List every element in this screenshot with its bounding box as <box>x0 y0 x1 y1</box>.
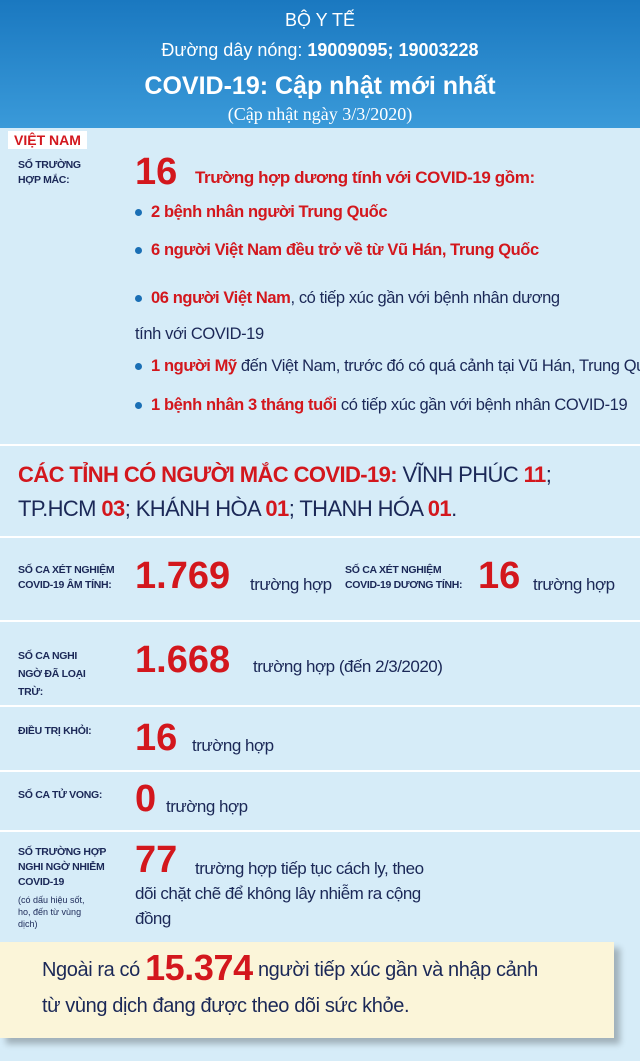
province-text: . <box>451 496 457 521</box>
province-text: ; KHÁNH HÒA <box>124 496 266 521</box>
item-text: 1 người Mỹ <box>151 357 237 375</box>
hotline-numbers: 19009095; 19003228 <box>307 40 479 60</box>
stat-number: 16 <box>478 555 521 597</box>
separator <box>0 536 640 538</box>
stat-label: SỐ CA NGHI NGỜ ĐÃ LOẠI TRỪ: <box>18 650 86 698</box>
item-text: có tiếp xúc gần với bệnh nhân COVID-19 <box>336 396 628 414</box>
item-text: 2 bệnh nhân người Trung Quốc <box>151 203 388 221</box>
stat-note: (có dấu hiệu sốt, ho, đến từ vùng dịch) <box>18 895 85 929</box>
stat-number: 77 <box>135 839 178 881</box>
separator <box>0 770 640 772</box>
footer-prefix: Ngoài ra có <box>42 959 140 981</box>
separator <box>0 620 640 622</box>
bullet <box>135 295 142 303</box>
item-text: đến Việt Nam, trước đó có quá cảnh tại V… <box>236 357 640 375</box>
provinces: CÁC TỈNH CÓ NGƯỜI MẮC COVID-19: VĨNH PHÚ… <box>18 458 618 526</box>
province-text: 01 <box>427 496 452 521</box>
stat-label: SỐ CA XÉT NGHIỆM COVID-19 ÂM TÍNH: <box>18 564 115 591</box>
province-text: ; TP.HCM <box>18 462 557 521</box>
item-text: 06 người Việt Nam <box>151 289 291 307</box>
stat-label: ĐIỀU TRỊ KHỎI: <box>18 725 92 737</box>
item-text: 1 bệnh nhân 3 tháng tuổi <box>151 396 337 414</box>
item-text: 6 người Việt Nam đều trở về từ Vũ Hán, T… <box>151 241 539 259</box>
case-item: 1 người Mỹ đến Việt Nam, trước đó có quá… <box>135 357 640 376</box>
stat-number: 1.769 <box>135 555 231 597</box>
date: (Cập nhật ngày 3/3/2020) <box>227 104 413 124</box>
footer-rest: người tiếp xúc gần và nhập cảnh từ vùng … <box>42 959 538 1017</box>
stat-unit: trường hợp <box>250 575 332 594</box>
bullet <box>135 209 142 217</box>
hotline-label: Đường dây nóng: <box>161 40 303 60</box>
province-text: VĨNH PHÚC <box>396 462 524 487</box>
case-item: 2 bệnh nhân người Trung Quốc <box>135 203 388 222</box>
footer-number: 15.374 <box>145 947 253 988</box>
stat-unit: trường hợp <box>192 736 274 755</box>
province-text: ; THANH HÓA <box>288 496 428 521</box>
hotline: Đường dây nóng: 19009095; 19003228 <box>0 40 640 61</box>
cases-text: Trường hợp dương tính với COVID-19 gồm: <box>195 168 535 187</box>
stat-unit: trường hợp (đến 2/3/2020) <box>253 657 443 676</box>
cases-count: 16 <box>135 151 178 193</box>
stat-number: 0 <box>135 778 157 820</box>
bullet <box>135 402 142 410</box>
province-text: 11 <box>523 462 547 487</box>
title: COVID-19: Cập nhật mới nhất <box>144 72 496 100</box>
bullet <box>135 247 142 255</box>
cases-label: SỐ TRƯỜNG HỢP MẮC: <box>18 159 81 186</box>
bullet <box>135 363 142 371</box>
stat-label: SỐ CA XÉT NGHIỆM COVID-19 DƯƠNG TÍNH: <box>345 564 463 591</box>
case-item: 1 bệnh nhân 3 tháng tuổi có tiếp xúc gần… <box>135 396 628 415</box>
stat-unit: trường hợp <box>533 575 615 594</box>
province-text: 01 <box>265 496 289 521</box>
province-text: CÁC TỈNH CÓ NGƯỜI MẮC COVID-19: <box>18 462 398 487</box>
separator <box>0 705 640 707</box>
stat-number: 16 <box>135 717 178 759</box>
stat-label: SỐ TRƯỜNG HỢP NGHI NGỜ NHIỄM COVID-19 <box>18 846 106 888</box>
item-text: , có tiếp xúc gần với bệnh nhân dương tí… <box>135 289 560 343</box>
stat-label: SỐ CA TỬ VONG: <box>18 789 103 801</box>
case-item: 6 người Việt Nam đều trở về từ Vũ Hán, T… <box>135 241 539 260</box>
case-item: 06 người Việt Nam, có tiếp xúc gần với b… <box>135 280 575 352</box>
footer-box: Ngoài ra có 15.374 người tiếp xúc gần và… <box>0 942 614 1038</box>
stat-unit: trường hợp <box>166 797 248 816</box>
footer-text: Ngoài ra có 15.374 người tiếp xúc gần và… <box>42 950 542 1024</box>
separator <box>0 444 640 446</box>
stat-number: 1.668 <box>135 639 231 681</box>
country-tag: VIỆT NAM <box>8 131 87 149</box>
province-text: 03 <box>101 496 125 521</box>
header: BỘ Y TẾ Đường dây nóng: 19009095; 190032… <box>0 0 640 128</box>
separator <box>0 830 640 832</box>
stat-unit: trường hợp tiếp tục cách ly, theo dõi ch… <box>135 859 424 928</box>
ministry: BỘ Y TẾ <box>284 10 356 30</box>
